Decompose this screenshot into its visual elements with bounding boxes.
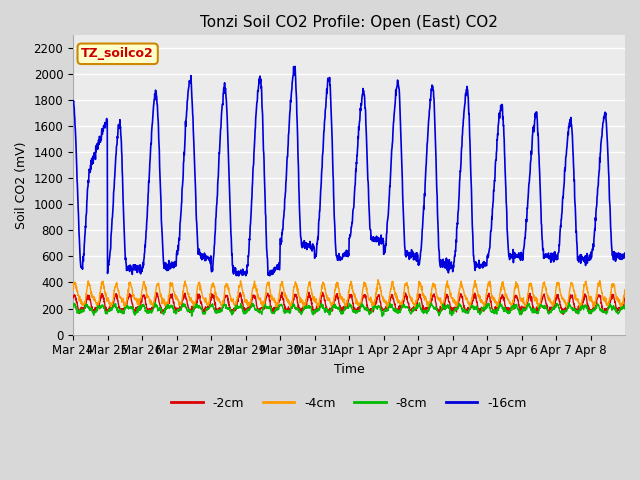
Text: TZ_soilco2: TZ_soilco2 (81, 48, 154, 60)
Legend: -2cm, -4cm, -8cm, -16cm: -2cm, -4cm, -8cm, -16cm (166, 392, 532, 415)
Title: Tonzi Soil CO2 Profile: Open (East) CO2: Tonzi Soil CO2 Profile: Open (East) CO2 (200, 15, 498, 30)
X-axis label: Time: Time (333, 363, 364, 376)
Y-axis label: Soil CO2 (mV): Soil CO2 (mV) (15, 141, 28, 228)
